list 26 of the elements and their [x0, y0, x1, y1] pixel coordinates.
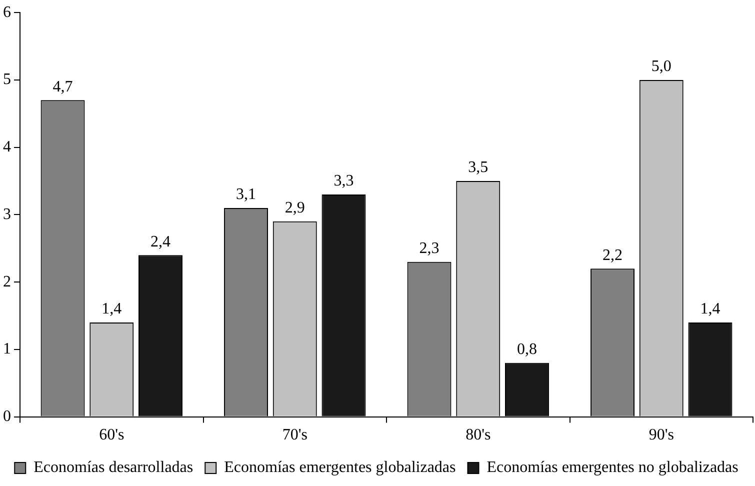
data-label: 0,8	[516, 341, 537, 358]
y-tick-label: 4	[3, 138, 11, 156]
data-label: 4,7	[52, 78, 73, 96]
x-tick-label: 60's	[99, 426, 124, 444]
y-tick-label: 2	[3, 273, 11, 290]
y-tick-label: 3	[3, 206, 11, 223]
x-tick-label: 70's	[282, 426, 308, 444]
legend-label: Economías emergentes no globalizadas	[486, 459, 738, 476]
y-tick-label: 1	[3, 340, 11, 358]
data-label: 1,4	[102, 300, 122, 318]
data-label: 2,3	[419, 240, 440, 258]
x-tick-label: 90's	[648, 426, 674, 444]
data-label: 1,4	[700, 300, 720, 318]
legend-label: Economías desarrolladas	[34, 459, 194, 476]
y-tick-label: 6	[3, 4, 11, 21]
data-label: 5,0	[651, 58, 672, 76]
data-label: 3,3	[334, 172, 354, 190]
legend-label: Economías emergentes globalizadas	[224, 459, 456, 476]
data-label: 2,4	[150, 233, 170, 250]
data-label: 3,1	[236, 186, 256, 204]
y-tick-label: 5	[3, 71, 11, 88]
data-label: 2,2	[602, 246, 623, 264]
x-tick-label: 80's	[466, 426, 491, 444]
data-label: 3,5	[468, 159, 488, 176]
data-label: 2,9	[284, 200, 305, 217]
y-tick-label: 0	[3, 408, 11, 426]
